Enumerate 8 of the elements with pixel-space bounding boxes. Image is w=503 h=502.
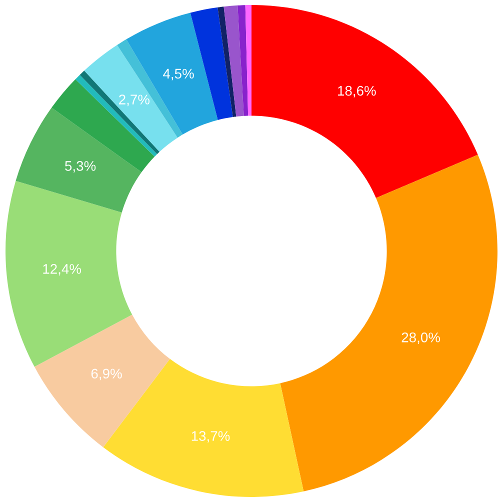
data-label: 5,3% (65, 161, 96, 172)
data-label: 28,0% (402, 332, 440, 344)
data-label: 2,7% (119, 94, 150, 106)
data-label: 4,5% (163, 68, 194, 80)
data-label: 13,7% (192, 431, 230, 443)
data-label: 18,6% (338, 86, 376, 98)
data-label: 12,4% (43, 264, 82, 276)
data-label: 6,9% (91, 368, 122, 380)
